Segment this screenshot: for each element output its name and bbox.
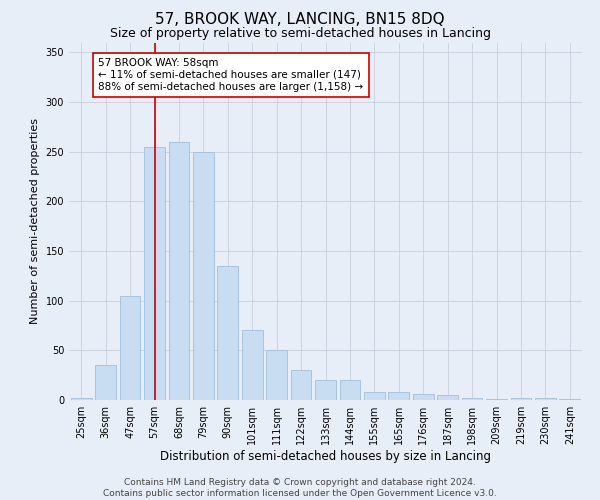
Bar — [217, 266, 238, 400]
Text: Size of property relative to semi-detached houses in Lancing: Size of property relative to semi-detach… — [110, 28, 491, 40]
Bar — [144, 147, 165, 400]
Bar — [364, 392, 385, 400]
Bar — [461, 398, 482, 400]
Bar — [559, 399, 580, 400]
Bar — [388, 392, 409, 400]
Bar — [266, 350, 287, 400]
Text: 57, BROOK WAY, LANCING, BN15 8DQ: 57, BROOK WAY, LANCING, BN15 8DQ — [155, 12, 445, 28]
Bar — [71, 398, 92, 400]
Bar — [486, 399, 507, 400]
Bar — [95, 365, 116, 400]
Bar — [511, 398, 532, 400]
Bar — [437, 395, 458, 400]
Bar — [535, 398, 556, 400]
Bar — [340, 380, 361, 400]
X-axis label: Distribution of semi-detached houses by size in Lancing: Distribution of semi-detached houses by … — [160, 450, 491, 463]
Bar — [290, 370, 311, 400]
Text: 57 BROOK WAY: 58sqm
← 11% of semi-detached houses are smaller (147)
88% of semi-: 57 BROOK WAY: 58sqm ← 11% of semi-detach… — [98, 58, 364, 92]
Y-axis label: Number of semi-detached properties: Number of semi-detached properties — [30, 118, 40, 324]
Bar — [413, 394, 434, 400]
Bar — [119, 296, 140, 400]
Bar — [242, 330, 263, 400]
Text: Contains HM Land Registry data © Crown copyright and database right 2024.
Contai: Contains HM Land Registry data © Crown c… — [103, 478, 497, 498]
Bar — [193, 152, 214, 400]
Bar — [315, 380, 336, 400]
Bar — [169, 142, 190, 400]
